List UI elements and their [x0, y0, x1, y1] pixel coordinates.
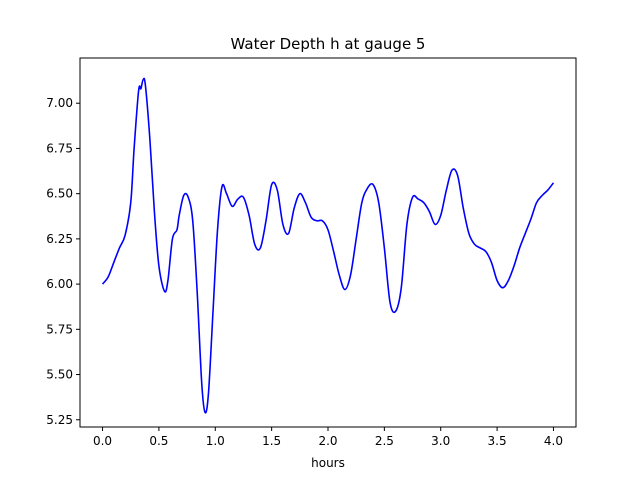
- x-axis-label: hours: [311, 456, 345, 470]
- x-tick-label: 0.0: [93, 434, 112, 448]
- x-tick-label: 4.0: [544, 434, 563, 448]
- chart-title: Water Depth h at gauge 5: [231, 35, 426, 53]
- series-layer: [101, 77, 555, 414]
- y-tick-label: 5.50: [46, 368, 73, 382]
- y-tick-label: 6.75: [46, 141, 73, 155]
- y-tick-label: 6.00: [46, 277, 73, 291]
- y-axis: 5.25 5.50 5.75 6.00 6.25 6.50 6.75 7.00: [46, 96, 80, 427]
- y-tick-label: 7.00: [46, 96, 73, 110]
- x-tick-label: 1.5: [262, 434, 281, 448]
- x-tick-label: 2.0: [318, 434, 337, 448]
- x-axis: 0.0 0.5 1.0 1.5 2.0 2.5 3.0 3.5 4.0: [93, 427, 563, 448]
- y-tick-label: 6.50: [46, 187, 73, 201]
- x-tick-label: 1.0: [206, 434, 225, 448]
- x-tick-label: 3.0: [431, 434, 450, 448]
- x-tick-label: 0.5: [149, 434, 168, 448]
- plot-area-frame: [79, 57, 577, 428]
- series-line: [101, 77, 555, 414]
- x-tick-label: 3.5: [488, 434, 507, 448]
- y-tick-label: 6.25: [46, 232, 73, 246]
- y-tick-label: 5.75: [46, 322, 73, 336]
- x-tick-label: 2.5: [375, 434, 394, 448]
- y-tick-label: 5.25: [46, 413, 73, 427]
